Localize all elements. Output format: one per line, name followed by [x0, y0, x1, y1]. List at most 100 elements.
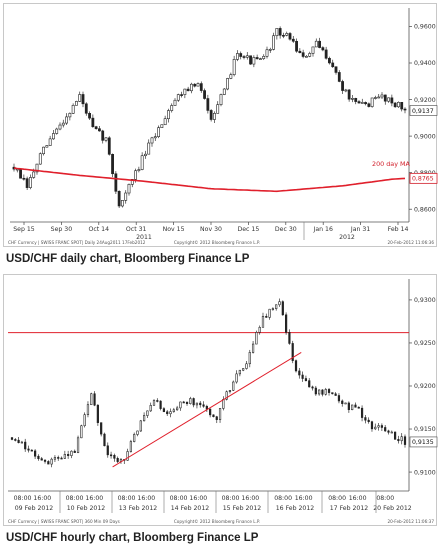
- candle-body: [265, 49, 269, 57]
- candle-body: [288, 332, 291, 344]
- candle-body: [301, 374, 304, 379]
- candle-body: [291, 38, 295, 42]
- candle-body: [139, 420, 142, 432]
- candle-body: [318, 40, 321, 48]
- x-tick-label: 16:00: [349, 495, 367, 502]
- y-tick-label: 0,9150: [414, 426, 436, 433]
- hourly-chart-panel: 0,9300 0,9250 0,9200 0,9150 0,9100 0,9135 08:0…: [3, 274, 438, 526]
- candle-body: [245, 55, 249, 58]
- candle-body: [133, 434, 136, 442]
- candle-body: [127, 184, 131, 194]
- candle-body: [83, 414, 86, 427]
- candle-body: [347, 89, 351, 100]
- candle-body: [47, 461, 50, 465]
- x-tick-label: 16:00: [241, 495, 259, 502]
- candle-body: [116, 457, 119, 462]
- candle-body: [225, 391, 228, 400]
- candle-body: [285, 314, 288, 333]
- candle-body: [219, 94, 223, 105]
- x-tick-label: 08:00: [170, 495, 188, 502]
- candle-body: [48, 138, 52, 146]
- candle-body: [140, 155, 144, 170]
- candle-body: [206, 98, 210, 111]
- candle-body: [98, 128, 101, 132]
- candle-body: [24, 441, 27, 450]
- candle-body: [212, 414, 215, 418]
- last-price-label: 0,9135: [412, 439, 434, 446]
- x-tick-label: Dec 15: [237, 226, 259, 233]
- candle-body: [176, 94, 180, 101]
- candle-body: [367, 419, 370, 422]
- candle-body: [179, 401, 182, 409]
- x-tick-label: 08:00: [328, 495, 346, 502]
- candle-body: [137, 169, 141, 172]
- candle-body: [213, 113, 216, 120]
- x-tick-label: Jan 16: [313, 226, 333, 233]
- candle-body: [121, 200, 124, 207]
- candle-body: [43, 459, 47, 462]
- candle-body: [393, 102, 397, 108]
- candle-body: [262, 56, 266, 59]
- candle-body: [331, 392, 334, 395]
- x-tick-label: Sep 30: [51, 226, 73, 233]
- candle-body: [334, 66, 338, 73]
- candle-body: [65, 116, 68, 124]
- candle-body: [73, 450, 76, 453]
- last-price-tag: [409, 436, 438, 448]
- header-info: CHF Currency | SWISS FRANC SPOT| 360 Min…: [8, 519, 120, 524]
- candle-body: [216, 104, 220, 114]
- candle-body: [384, 427, 387, 432]
- candle-body: [367, 103, 371, 107]
- candle-body: [218, 408, 222, 420]
- candle-body: [150, 137, 154, 144]
- candle-body: [304, 378, 308, 381]
- candle-body: [58, 124, 62, 130]
- last-price-label: 0,9137: [412, 108, 434, 115]
- candle-body: [152, 400, 156, 406]
- copyright-text: Copyright© 2012 Bloomberg Finance L.P.: [174, 519, 260, 524]
- candle-body: [228, 390, 232, 393]
- candle-body: [357, 101, 361, 104]
- candle-body: [374, 97, 377, 99]
- candle-body: [305, 55, 308, 58]
- candle-body: [126, 451, 129, 461]
- candle-body: [10, 437, 14, 440]
- candle-body: [129, 441, 132, 452]
- candle-body: [364, 102, 367, 105]
- candle-body: [38, 153, 42, 165]
- candle-body: [344, 402, 347, 405]
- candle-body: [377, 425, 380, 428]
- candle-body: [252, 57, 256, 65]
- candle-body: [202, 404, 205, 407]
- candle-body: [180, 94, 183, 96]
- candle-body: [162, 408, 166, 413]
- y-tick-label: 0,9600: [414, 24, 436, 31]
- candle-body: [377, 96, 381, 99]
- y-tick-label: 0,9000: [414, 133, 436, 140]
- candle-body: [347, 402, 350, 410]
- y-tick-label: 0,8600: [414, 206, 436, 213]
- candle-body: [96, 404, 99, 423]
- candle-body: [190, 83, 193, 92]
- candle-body: [364, 417, 367, 421]
- ma-200-label: 200 day MA: [372, 160, 411, 168]
- candle-body: [60, 457, 63, 460]
- trend-line: [112, 351, 302, 468]
- candle-body: [199, 83, 203, 91]
- candle-body: [239, 53, 243, 57]
- candle-body: [146, 410, 149, 416]
- candle-body: [159, 400, 162, 409]
- candle-body: [130, 179, 134, 185]
- y-tick-label: 0,9250: [414, 340, 436, 347]
- candle-body: [157, 127, 160, 137]
- candle-body: [360, 407, 364, 418]
- candle-body: [370, 97, 374, 107]
- candle-body: [281, 301, 284, 316]
- daily-chart: 0,96000,94000,92000,90000,88000,8600200 …: [8, 8, 438, 245]
- candle-body: [114, 173, 118, 192]
- candle-body: [91, 117, 95, 127]
- candle-body: [81, 94, 85, 105]
- candle-body: [70, 450, 73, 456]
- candle-body: [111, 154, 114, 175]
- x-tick-label: 16:00: [85, 495, 103, 502]
